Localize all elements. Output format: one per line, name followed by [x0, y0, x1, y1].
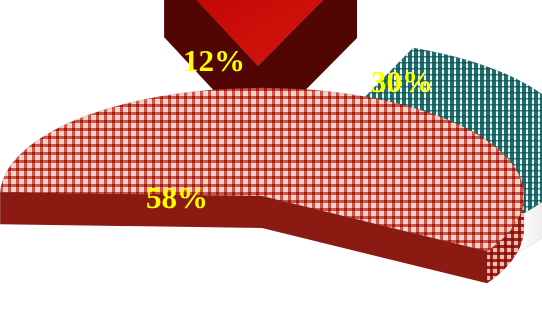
pie-slice-58 [0, 87, 525, 284]
slice-top [196, 0, 324, 67]
slice-wall [0, 192, 262, 228]
slice-label-58: 58% [146, 180, 208, 215]
slice-wall [262, 196, 488, 284]
slice-label-12: 12% [183, 43, 245, 78]
slice-label-30: 30% [371, 64, 433, 99]
slice-top [0, 87, 525, 252]
